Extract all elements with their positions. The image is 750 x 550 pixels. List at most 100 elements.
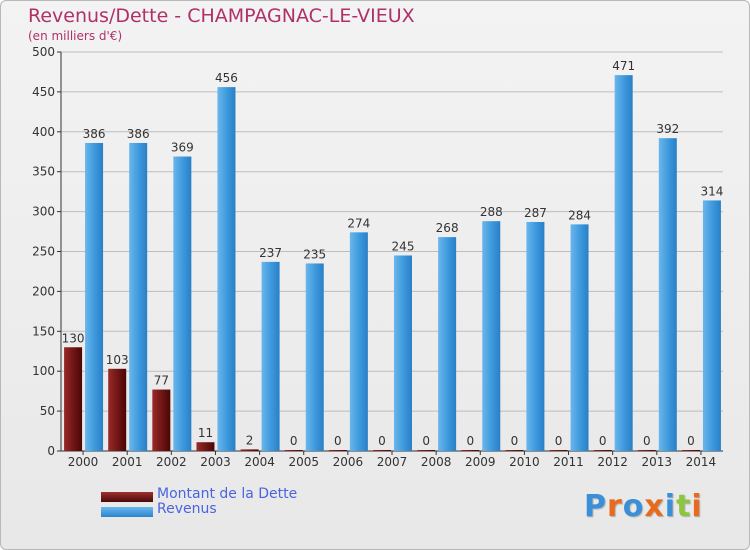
bar-revenue — [129, 142, 148, 452]
proxiti-logo: Proxiti — [584, 489, 703, 524]
bar-debt — [196, 442, 215, 451]
data-label-debt: 0 — [555, 434, 563, 448]
bar-revenue — [217, 87, 236, 451]
bar-revenue — [702, 200, 721, 451]
bar-revenue — [614, 75, 633, 451]
data-label-revenue: 288 — [480, 205, 503, 219]
data-label-debt: 0 — [687, 434, 695, 448]
data-label-revenue: 235 — [303, 247, 326, 261]
data-label-debt: 0 — [334, 434, 342, 448]
data-label-revenue: 386 — [83, 127, 106, 141]
x-tick-label: 2001 — [112, 455, 143, 469]
bar-debt — [461, 450, 480, 451]
data-label-debt: 0 — [466, 434, 474, 448]
data-label-debt: 0 — [378, 434, 386, 448]
bar-debt — [549, 450, 568, 451]
legend-label-revenue: Revenus — [157, 501, 217, 517]
x-tick-label: 2013 — [642, 455, 673, 469]
data-label-debt: 0 — [511, 434, 519, 448]
logo-letter: i — [664, 489, 677, 524]
bar-debt — [108, 368, 127, 451]
data-label-revenue: 392 — [656, 122, 679, 136]
x-tick-label: 2004 — [244, 455, 275, 469]
y-tick-label: 400 — [32, 125, 55, 139]
bar-revenue — [658, 138, 677, 451]
data-label-revenue: 284 — [568, 208, 591, 222]
legend-swatch-debt — [101, 492, 153, 502]
logo-letter: t — [676, 489, 692, 524]
data-label-debt: 0 — [643, 434, 651, 448]
x-tick-label: 2007 — [377, 455, 408, 469]
y-tick-label: 350 — [32, 165, 55, 179]
data-label-revenue: 268 — [436, 221, 459, 235]
bar-debt — [373, 450, 391, 451]
bar-debt — [681, 450, 700, 451]
data-label-debt: 0 — [290, 434, 298, 448]
data-label-revenue: 471 — [612, 59, 635, 73]
bar-revenue — [173, 156, 192, 451]
bar-debt — [637, 450, 656, 451]
logo-letter: o — [622, 489, 645, 524]
bar-debt — [240, 449, 259, 451]
bar-revenue — [438, 237, 457, 451]
bar-revenue — [349, 232, 368, 451]
bar-revenue — [526, 221, 545, 451]
x-tick-label: 2012 — [597, 455, 628, 469]
data-label-debt: 0 — [422, 434, 430, 448]
logo-letter: r — [607, 489, 623, 524]
bar-revenue — [570, 224, 589, 451]
logo-letter: x — [644, 489, 665, 524]
legend-label-debt: Montant de la Dette — [157, 486, 298, 502]
bar-revenue — [305, 263, 324, 451]
data-label-revenue: 369 — [171, 141, 194, 155]
data-label-revenue: 314 — [700, 184, 723, 198]
x-tick-label: 2011 — [553, 455, 584, 469]
bar-debt — [284, 450, 303, 451]
chart-subtitle: (en milliers d'€) — [28, 29, 123, 43]
y-tick-label: 450 — [32, 85, 55, 99]
bar-debt — [505, 450, 524, 451]
x-tick-label: 2000 — [68, 455, 99, 469]
x-tick-label: 2009 — [465, 455, 496, 469]
y-tick-label: 250 — [32, 245, 55, 259]
data-label-revenue: 386 — [127, 127, 150, 141]
y-tick-label: 150 — [32, 324, 55, 338]
bar-debt — [152, 389, 171, 451]
legend-swatch-revenue — [101, 507, 153, 517]
bar-revenue — [85, 142, 104, 452]
data-label-revenue: 245 — [392, 239, 415, 253]
x-tick-label: 2006 — [333, 455, 364, 469]
logo-letter: i — [691, 489, 703, 524]
x-tick-label: 2008 — [421, 455, 452, 469]
y-tick-label: 500 — [32, 45, 55, 59]
bar-debt — [593, 450, 612, 451]
x-tick-label: 2014 — [686, 455, 717, 469]
data-label-revenue: 456 — [215, 71, 238, 85]
bar-debt — [328, 450, 347, 451]
y-tick-label: 300 — [32, 205, 55, 219]
chart-title: Revenus/Dette - CHAMPAGNAC-LE-VIEUX — [28, 5, 415, 27]
bar-debt — [64, 347, 83, 451]
data-label-revenue: 287 — [524, 206, 547, 220]
data-label-debt: 103 — [106, 353, 129, 367]
data-label-debt: 0 — [599, 434, 607, 448]
y-tick-label: 100 — [32, 364, 55, 378]
y-tick-label: 200 — [32, 284, 55, 298]
bar-revenue — [394, 255, 412, 451]
data-label-revenue: 274 — [347, 216, 370, 230]
data-label-debt: 2 — [246, 433, 254, 447]
x-tick-label: 2003 — [200, 455, 231, 469]
y-tick-label: 0 — [47, 444, 55, 458]
logo-letter: P — [584, 489, 607, 524]
y-tick-label: 50 — [40, 404, 55, 418]
x-tick-label: 2002 — [156, 455, 187, 469]
bar-debt — [417, 450, 436, 451]
x-tick-label: 2010 — [509, 455, 540, 469]
bar-revenue — [482, 221, 501, 451]
bar-revenue — [261, 261, 280, 451]
data-label-debt: 11 — [198, 426, 213, 440]
data-label-debt: 77 — [154, 374, 169, 388]
x-tick-label: 2005 — [288, 455, 319, 469]
